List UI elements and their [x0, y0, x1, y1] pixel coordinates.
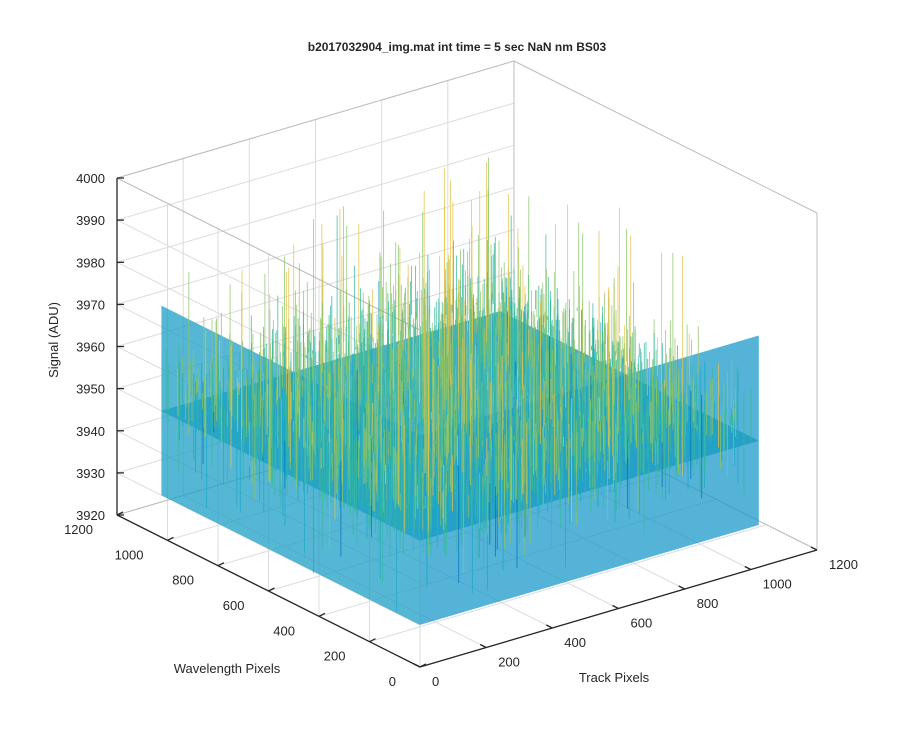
- x-tick-mark: [413, 663, 421, 668]
- y-tick-label: 1200: [64, 522, 93, 537]
- z-tick-label: 3920: [76, 508, 105, 523]
- chart-title: b2017032904_img.mat int time = 5 sec NaN…: [308, 40, 607, 54]
- z-tick-label: 3970: [76, 297, 105, 312]
- y-tick-label: 800: [172, 573, 194, 588]
- x-tick-label: 600: [631, 616, 653, 631]
- y-tick-mark: [167, 536, 174, 541]
- x-tick-label: 400: [564, 635, 586, 650]
- x-tick-mark: [678, 585, 685, 590]
- axes: [116, 177, 818, 668]
- z-tick-label: 3940: [76, 424, 105, 439]
- x-tick-mark: [744, 565, 752, 571]
- z-tick-label: 3990: [76, 213, 105, 228]
- z-tick-label: 3980: [76, 255, 105, 270]
- y-axis-label: Wavelength Pixels: [174, 661, 281, 676]
- x-tick-mark: [479, 643, 487, 649]
- y-tick-label: 0: [389, 674, 396, 689]
- tick-labels: 0 200 400 600 800 1000 1200 0 200 400 600 800 1000 12…: [64, 171, 858, 689]
- y-tick-mark: [217, 562, 225, 567]
- x-tick-label: 1200: [829, 557, 858, 572]
- grid-line-z: [116, 186, 515, 305]
- x-axis-label: Track Pixels: [579, 670, 650, 685]
- z-tick-label: 3960: [76, 340, 105, 355]
- y-tick-mark: [318, 612, 326, 617]
- grid-line-y: [369, 524, 767, 643]
- z-tick-label: 3950: [76, 382, 105, 397]
- x-tick-mark: [546, 624, 553, 629]
- z-axis-label: Signal (ADU): [46, 302, 61, 378]
- x-tick-label: 200: [498, 655, 520, 670]
- y-tick-label: 1000: [115, 547, 144, 562]
- z-tick-label: 3930: [76, 466, 105, 481]
- x-tick-mark: [612, 604, 619, 610]
- y-tick-label: 400: [273, 623, 295, 638]
- y-tick-mark: [268, 587, 275, 592]
- x-tick-mark: [810, 546, 818, 551]
- box-edge: [513, 60, 818, 214]
- y-tick-label: 200: [324, 649, 346, 664]
- y-tick-label: 600: [223, 598, 245, 613]
- x-tick-label: 1000: [763, 577, 792, 592]
- box-edge: [116, 60, 515, 179]
- x-tick-label: 800: [697, 596, 719, 611]
- signal-surface: [161, 157, 759, 625]
- grid-line-z: [116, 102, 515, 221]
- grid-line-z: [116, 144, 515, 263]
- y-tick-mark: [419, 663, 427, 668]
- z-tick-label: 4000: [76, 171, 105, 186]
- y-tick-mark: [369, 638, 376, 643]
- x-tick-label: 0: [432, 674, 439, 689]
